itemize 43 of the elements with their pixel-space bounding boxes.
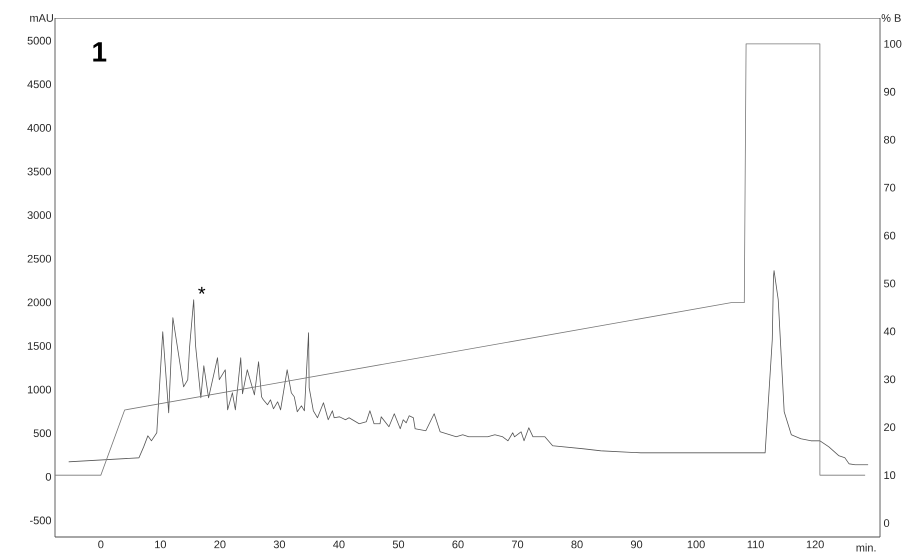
annotation: 1 bbox=[93, 42, 106, 62]
y-tick-label: 0 bbox=[46, 472, 52, 481]
y-tick-label: 3000 bbox=[28, 211, 52, 220]
x-tick-label: 30 bbox=[274, 540, 286, 548]
x-tick-label: 40 bbox=[333, 540, 345, 548]
x-tick-label: 10 bbox=[155, 540, 166, 548]
line-series bbox=[68, 270, 869, 466]
x-tick-label: 60 bbox=[452, 540, 464, 548]
y-tick-label: 500 bbox=[34, 429, 52, 438]
x-tick-label: 0 bbox=[98, 540, 104, 548]
y2-tick-label: 70 bbox=[884, 184, 896, 192]
y2-tick-label: 0 bbox=[884, 519, 890, 527]
x-tick-label: 20 bbox=[214, 540, 226, 548]
y2-axis-title: % B bbox=[882, 14, 901, 22]
y-tick-label: -500 bbox=[30, 516, 52, 524]
y2-tick-label: 20 bbox=[884, 423, 896, 432]
y2-tick-label: 40 bbox=[884, 328, 896, 336]
x-tick-label: 120 bbox=[806, 540, 824, 548]
y-tick-label: 3500 bbox=[28, 168, 52, 176]
y2-tick-label: 50 bbox=[884, 280, 896, 288]
x-tick-label: 70 bbox=[512, 540, 524, 548]
y2-tick-label: 80 bbox=[884, 136, 896, 144]
y2-tick-label: 100 bbox=[884, 40, 902, 48]
y-tick-label: 2000 bbox=[28, 298, 52, 306]
y-tick-label: 1500 bbox=[28, 342, 52, 350]
y-tick-label: 4000 bbox=[27, 124, 52, 132]
y-tick-label: 2500 bbox=[28, 254, 52, 263]
y2-tick-label: 90 bbox=[884, 88, 896, 96]
y2-tick-label: 30 bbox=[884, 375, 896, 384]
annotation: * bbox=[198, 286, 206, 294]
x-tick-label: 90 bbox=[630, 540, 642, 548]
line-series bbox=[55, 43, 866, 476]
y2-tick-label: 10 bbox=[884, 471, 896, 480]
x-tick-label: 100 bbox=[688, 540, 705, 548]
y2-tick-label: 60 bbox=[884, 232, 896, 240]
y-tick-label: 1000 bbox=[28, 386, 52, 394]
x-axis-title: min. bbox=[856, 544, 876, 552]
x-tick-label: 110 bbox=[748, 540, 764, 548]
y-tick-label: 4500 bbox=[27, 80, 52, 88]
y-axis-title: mAU bbox=[30, 14, 53, 22]
y-tick-label: 5000 bbox=[28, 36, 52, 45]
x-tick-label: 80 bbox=[571, 540, 583, 548]
x-tick-label: 50 bbox=[392, 540, 404, 548]
